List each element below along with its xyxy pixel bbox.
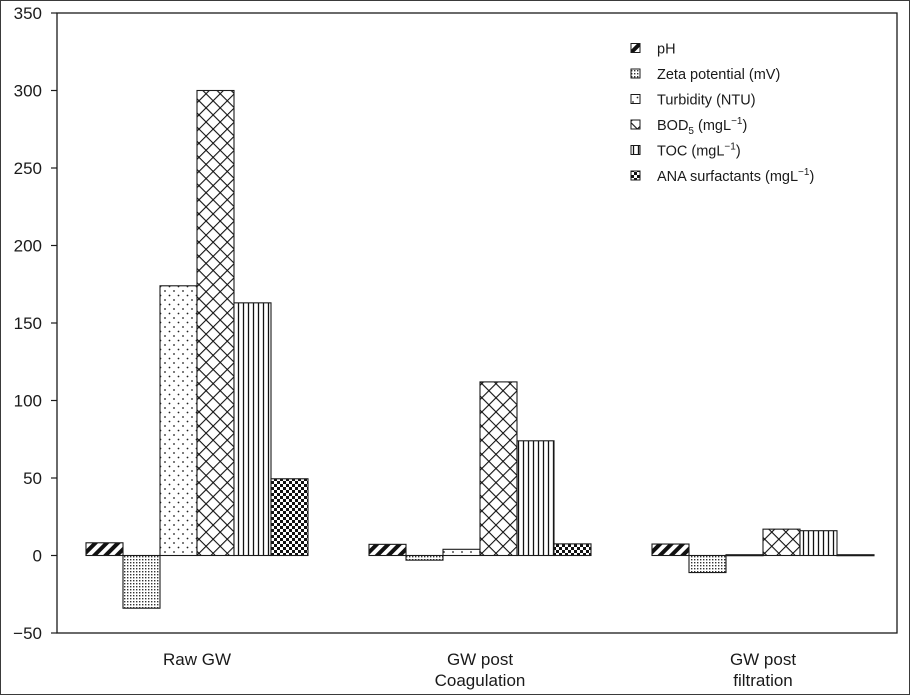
legend: pH Zeta potential (mV) Turbidity (NTU) BOD5… xyxy=(630,42,814,185)
y-tick-label: 300 xyxy=(14,82,42,101)
legend-swatch xyxy=(630,170,641,181)
bar xyxy=(799,530,838,557)
y-tick-label: 350 xyxy=(14,4,42,23)
bar xyxy=(836,554,875,557)
legend-text: 5 xyxy=(688,126,694,137)
bar xyxy=(651,543,690,557)
y-tick-label: 0 xyxy=(33,547,42,566)
bar xyxy=(196,89,235,557)
y-tick-label: 150 xyxy=(14,314,42,333)
x-axis: Raw GW GW post Coagulation GW post filtratio… xyxy=(163,650,796,690)
bar xyxy=(159,285,198,557)
legend-text: Turbidity (NTU) xyxy=(657,93,756,109)
legend-entry: ANA surfactants (mgL−1) xyxy=(657,167,814,185)
legend-entry: BOD5 (mgL−1) xyxy=(657,116,747,137)
legend-text: ) xyxy=(809,169,814,185)
legend-text: −1 xyxy=(798,167,810,178)
bar xyxy=(688,554,727,574)
y-tick-label: 200 xyxy=(14,237,42,256)
legend-entry: Turbidity (NTU) xyxy=(657,93,756,109)
y-axis: −50 0 50 100 150 200 250 300 350 xyxy=(13,4,57,643)
legend-text: Zeta potential (mV) xyxy=(657,67,780,83)
x-tick-label: filtration xyxy=(733,671,793,690)
legend-swatch xyxy=(630,145,641,155)
legend-swatch xyxy=(630,119,641,130)
legend-swatch xyxy=(630,68,641,79)
bar xyxy=(479,381,518,557)
legend-swatch xyxy=(630,43,641,53)
legend-text: BOD xyxy=(657,118,688,134)
legend-text: −1 xyxy=(724,142,736,153)
x-tick-label: GW post xyxy=(730,650,796,669)
legend-entry: TOC (mgL−1) xyxy=(657,142,741,160)
bar xyxy=(368,543,407,557)
x-tick-label: GW post xyxy=(447,650,513,669)
bar xyxy=(233,302,272,557)
y-tick-label: 250 xyxy=(14,159,42,178)
legend-text: ) xyxy=(742,118,747,134)
bar xyxy=(553,543,592,557)
y-tick-label: 100 xyxy=(14,392,42,411)
bar xyxy=(442,548,481,557)
bar xyxy=(122,554,161,609)
x-tick-label: Raw GW xyxy=(163,650,231,669)
bar xyxy=(725,554,764,557)
legend-text: −1 xyxy=(731,116,743,127)
bar xyxy=(85,542,124,557)
bar-series-group xyxy=(85,89,875,609)
bar xyxy=(270,478,309,557)
bar xyxy=(516,440,555,557)
y-tick-label: −50 xyxy=(13,624,42,643)
legend-text: TOC (mgL xyxy=(657,144,724,160)
legend-entry: Zeta potential (mV) xyxy=(657,67,780,83)
y-tick-label: 50 xyxy=(23,469,42,488)
legend-text: ) xyxy=(736,144,741,160)
legend-text: (mgL xyxy=(694,118,731,134)
legend-swatch xyxy=(630,94,641,104)
bar xyxy=(405,554,444,561)
legend-text: ANA surfactants (mgL xyxy=(657,169,798,185)
legend-entry: pH xyxy=(657,42,676,58)
bar xyxy=(762,528,801,557)
legend-text: pH xyxy=(657,42,676,58)
x-tick-label: Coagulation xyxy=(435,671,526,690)
